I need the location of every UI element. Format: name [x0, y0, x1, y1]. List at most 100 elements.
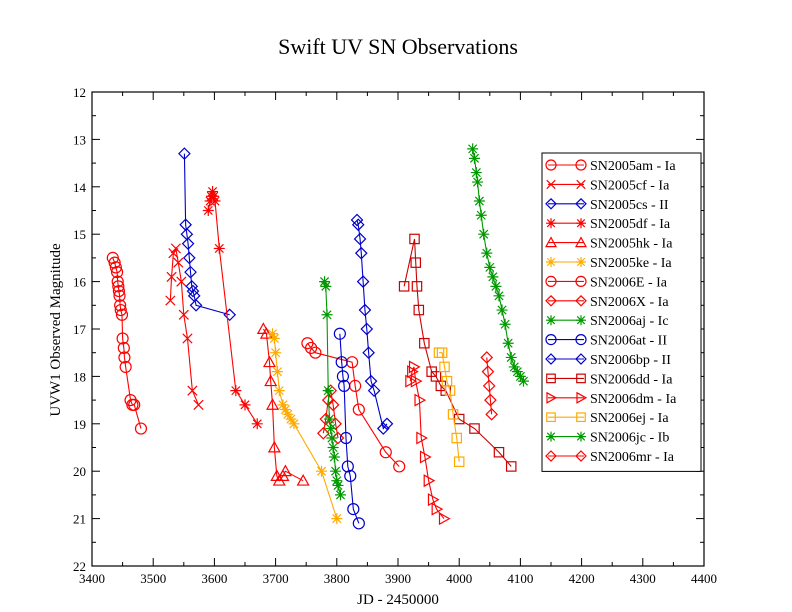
x-tick-label: 3400	[79, 571, 105, 586]
data-point	[181, 237, 195, 251]
data-point	[184, 265, 197, 279]
legend-item: SN2006X - Ia	[545, 295, 669, 310]
series-13	[433, 347, 465, 467]
data-point	[207, 186, 219, 198]
series-line	[409, 366, 445, 519]
data-point	[480, 351, 494, 364]
data-point	[335, 356, 348, 369]
data-point	[108, 256, 121, 269]
data-point	[436, 347, 448, 358]
legend-marker	[576, 391, 588, 404]
y-tick-label: 18	[73, 369, 86, 384]
data-point	[189, 298, 203, 312]
data-point	[117, 341, 130, 355]
data-point	[487, 271, 499, 283]
data-point	[331, 475, 343, 487]
legend-marker	[546, 257, 556, 267]
data-point	[112, 284, 126, 298]
data-point	[267, 328, 279, 340]
y-tick-label: 15	[73, 227, 86, 242]
legend-item: SN2005am - Ia	[545, 159, 676, 174]
y-tick-label: 19	[73, 417, 86, 432]
legend-marker	[576, 257, 586, 267]
legend-label: SN2006dd - Ia	[590, 372, 673, 387]
legend-marker	[575, 334, 587, 346]
data-point	[350, 213, 364, 227]
data-point	[296, 473, 310, 486]
data-point	[490, 280, 502, 292]
legend-label: SN2006E - Ia	[590, 275, 668, 290]
data-point	[128, 398, 141, 411]
data-point	[113, 289, 126, 302]
data-point	[398, 281, 410, 292]
data-point	[351, 218, 365, 232]
series-line	[169, 246, 199, 406]
data-point	[309, 346, 322, 359]
series-2	[178, 147, 237, 322]
legend-label: SN2005ke - Ia	[590, 256, 672, 271]
y-tick-label: 12	[73, 85, 86, 100]
legend-label: SN2006aj - Ic	[590, 314, 669, 329]
data-point	[328, 451, 340, 463]
y-tick-label: 21	[73, 512, 86, 527]
data-point	[320, 280, 332, 292]
series-15	[480, 351, 498, 421]
legend-label: SN2006jc - Ib	[590, 431, 669, 446]
series-line	[183, 153, 230, 316]
legend-marker	[546, 218, 556, 229]
data-point	[469, 152, 480, 164]
data-point	[478, 228, 490, 240]
data-point	[118, 351, 131, 364]
data-point	[411, 281, 423, 292]
data-point	[475, 209, 487, 221]
legend-marker	[545, 159, 557, 171]
legend-marker	[575, 275, 587, 287]
legend-label: SN2006bp - II	[590, 353, 671, 368]
data-point	[193, 399, 204, 410]
x-tick-label: 4100	[507, 571, 533, 586]
data-point	[178, 309, 189, 320]
legend-marker	[544, 236, 558, 248]
legend-label: SN2006ej - Ia	[590, 411, 669, 426]
data-point	[469, 423, 480, 434]
legend-marker	[574, 236, 588, 248]
legend-item: SN2005hk - Ia	[544, 236, 673, 252]
data-point	[356, 275, 370, 288]
data-point	[352, 403, 365, 416]
data-point	[114, 299, 127, 312]
data-point	[380, 417, 394, 431]
data-point	[517, 375, 529, 387]
data-point	[168, 248, 179, 259]
legend-marker	[545, 334, 557, 346]
data-point	[447, 409, 459, 420]
data-point	[187, 385, 198, 396]
legend-label: SN2005cf - Ia	[590, 178, 670, 193]
x-tick-label: 3800	[324, 571, 350, 586]
legend-marker	[546, 179, 556, 190]
data-point	[339, 431, 353, 445]
legend-item: SN2006ej - Ia	[546, 411, 669, 426]
legend-label: SN2006mr - Ia	[590, 450, 675, 465]
data-point	[327, 442, 339, 453]
legend-marker	[576, 315, 586, 326]
data-point	[176, 276, 187, 287]
legend-item: SN2006E - Ia	[545, 275, 668, 290]
data-point	[505, 461, 517, 472]
series-line	[356, 219, 388, 430]
data-point	[321, 309, 333, 321]
data-point	[323, 413, 335, 425]
data-point	[114, 303, 127, 317]
data-point	[353, 232, 367, 246]
data-point	[338, 379, 351, 392]
legend-label: SN2006dm - Ia	[590, 392, 677, 407]
legend-marker	[546, 412, 556, 423]
data-point	[116, 332, 129, 345]
data-point	[322, 385, 334, 397]
legend-label: SN2005am - Ia	[590, 159, 676, 174]
legend-marker	[546, 431, 556, 442]
series-14	[467, 143, 529, 387]
data-point	[288, 418, 300, 430]
plot-area	[91, 91, 705, 567]
legend-item: SN2006bp - II	[545, 353, 671, 368]
data-point	[514, 370, 526, 382]
